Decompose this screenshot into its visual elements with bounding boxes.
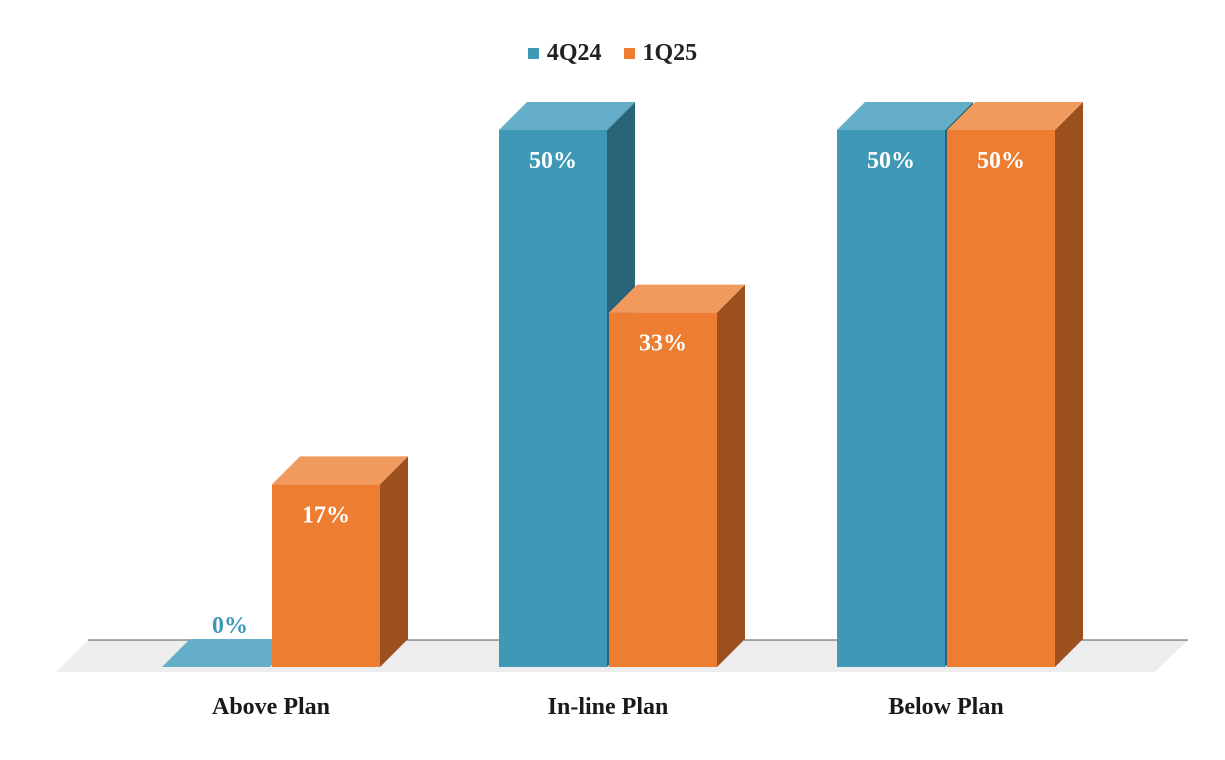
- data-label-1q25-in-line-plan: 33%: [639, 331, 687, 357]
- bar-top-4q24-in-line-plan: [499, 102, 635, 130]
- bar-side-1q25-above-plan: [380, 456, 408, 667]
- bar-front-4q24-below-plan: [837, 130, 945, 667]
- data-label-1q25-above-plan: 17%: [302, 502, 350, 528]
- bar-front-1q25-above-plan: [272, 484, 380, 667]
- data-label-4q24-in-line-plan: 50%: [529, 148, 577, 174]
- category-axis: Above Plan In-line Plan Below Plan: [212, 694, 1004, 720]
- bar-side-1q25-in-line-plan: [717, 284, 745, 667]
- bar-top-1q25-above-plan: [272, 456, 408, 485]
- category-label-above-plan: Above Plan: [212, 694, 330, 720]
- category-label-below-plan: Below Plan: [888, 694, 1003, 720]
- bar-front-1q25-below-plan: [947, 130, 1055, 667]
- data-label-1q25-below-plan: 50%: [977, 148, 1025, 174]
- bar-front-4q24-in-line-plan: [499, 130, 607, 667]
- bar-top-1q25-in-line-plan: [609, 284, 745, 313]
- legend: 4Q24 1Q25: [0, 40, 1225, 67]
- legend-item-1q25[interactable]: 1Q25: [623, 40, 698, 67]
- data-label-4q24-below-plan: 50%: [867, 148, 915, 174]
- bar-front-1q25-in-line-plan: [609, 312, 717, 667]
- legend-swatch-4q24: [527, 48, 539, 59]
- legend-label-1q25: 1Q25: [642, 40, 698, 66]
- data-label-4q24-above-plan: 0%: [212, 613, 248, 639]
- legend-label-4q24: 4Q24: [546, 40, 602, 66]
- legend-swatch-1q25: [623, 48, 635, 59]
- bar-1q25-below-plan[interactable]: 50%: [947, 102, 1083, 667]
- bars-layer: 0% 17% 50% 33% 50% 50%: [162, 102, 1083, 667]
- bar-side-1q25-below-plan: [1055, 102, 1083, 667]
- bar-4q24-above-plan[interactable]: 0%: [162, 613, 298, 667]
- category-label-in-line-plan: In-line Plan: [548, 694, 669, 720]
- bar-1q25-above-plan[interactable]: 17%: [272, 456, 408, 667]
- bar-top-4q24-above-plan: [162, 639, 298, 667]
- bar-top-1q25-below-plan: [947, 102, 1083, 130]
- bar-1q25-in-line-plan[interactable]: 33%: [609, 284, 745, 667]
- bar-top-4q24-below-plan: [837, 102, 973, 130]
- legend-item-4q24[interactable]: 4Q24: [527, 40, 602, 67]
